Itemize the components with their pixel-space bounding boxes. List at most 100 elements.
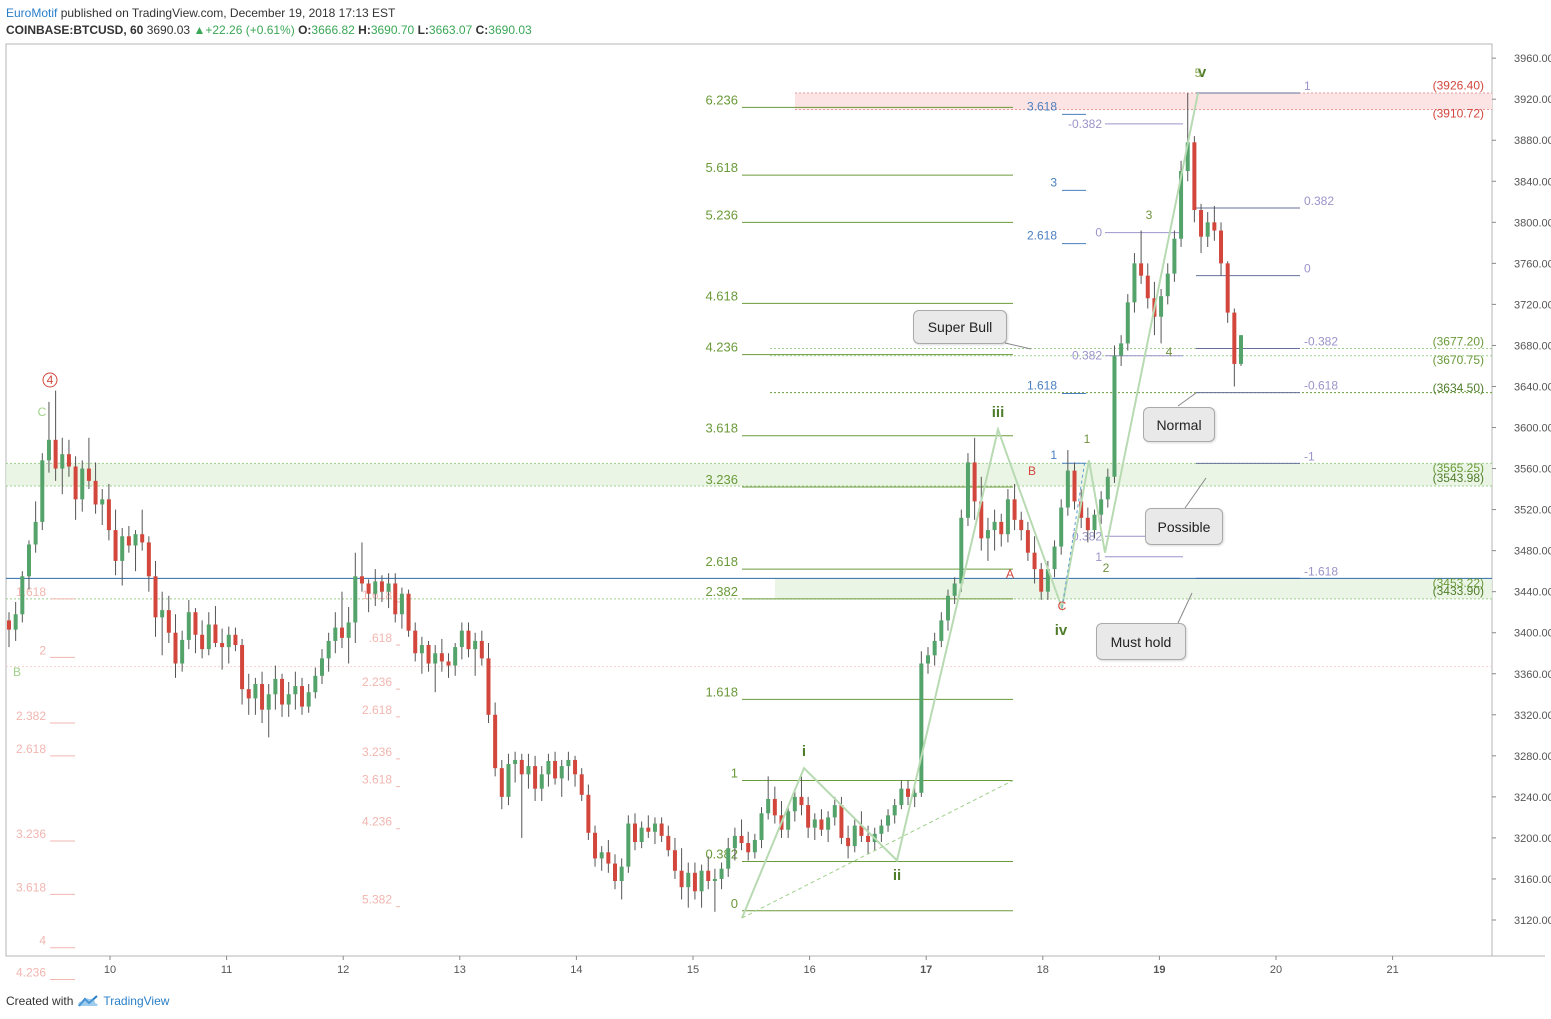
candle-body-162 [1085, 517, 1090, 531]
x-tick-label-3: 13 [454, 964, 466, 976]
candle-body-143 [959, 517, 964, 584]
candle-body-14 [100, 499, 105, 505]
candle-body-83 [559, 766, 564, 779]
wave-label-6: iv [1055, 622, 1068, 639]
y-tick-label-21: 3960.00 [1514, 53, 1551, 65]
blue-dashed-wave [1061, 460, 1086, 609]
pointer-super-bull [1004, 342, 1032, 350]
candle-body-154 [1032, 552, 1037, 570]
fib-pink-mid-label-3: 2.618 [362, 703, 392, 717]
candle-body-138 [926, 655, 931, 664]
candle-body-17 [120, 536, 125, 561]
candle-body-6 [46, 439, 51, 461]
candle-body-178 [1192, 142, 1197, 211]
candle-body-81 [546, 760, 551, 775]
zone-green-lower [775, 578, 1492, 599]
candle-body-185 [1239, 335, 1243, 364]
tradingview-brand[interactable]: TradingView [103, 994, 170, 1008]
candle-body-151 [1012, 499, 1017, 520]
candle-body-78 [526, 766, 531, 775]
fib-pink-left-label-6: 4 [39, 934, 46, 948]
fib-purple-inner-label-4: 1 [1095, 550, 1102, 564]
callout-must-hold: Must hold [1096, 623, 1186, 660]
candle-body-7 [53, 439, 58, 469]
wave-label-4: ii [893, 867, 901, 884]
candle-body-106 [712, 878, 717, 882]
candle-body-141 [945, 595, 950, 621]
candle-body-32 [220, 642, 225, 648]
fib-pink-mid-label-2: 2.236 [362, 675, 392, 689]
candle-body-61 [413, 630, 418, 654]
fib-green-label-3: 4.618 [705, 288, 738, 303]
candle-body-118 [792, 796, 797, 812]
fib-pink-mid-label-1: .618 [369, 631, 393, 645]
candle-body-115 [772, 798, 777, 816]
wave-label-7: v [1198, 64, 1207, 81]
candle-body-65 [439, 653, 444, 662]
fib-pink-mid-label-5: 3.618 [362, 773, 392, 787]
y-tick-label-7: 3400.00 [1514, 628, 1551, 640]
header-line-1: EuroMotif published on TradingView.com, … [6, 6, 395, 20]
candle-body-15 [106, 499, 111, 531]
candle-body-40 [273, 678, 278, 695]
candle-body-58 [393, 583, 398, 615]
candle-body-120 [806, 805, 811, 828]
x-tick-label-11: 21 [1386, 964, 1398, 976]
candle-body-37 [253, 684, 258, 699]
y-tick-label-16: 3760.00 [1514, 258, 1551, 270]
candle-body-135 [906, 788, 911, 797]
candle-body-177 [1185, 142, 1190, 172]
pointer-must-hold [1177, 592, 1193, 624]
candle-body-54 [366, 583, 371, 594]
x-tick-label-10: 20 [1270, 964, 1282, 976]
candle-body-47 [319, 658, 324, 676]
candle-body-45 [306, 692, 311, 707]
candle-body-103 [692, 872, 697, 892]
candle-body-75 [506, 764, 511, 797]
low-value: 3663.07 [428, 23, 473, 37]
candle-body-157 [1052, 546, 1057, 570]
candle-body-19 [133, 534, 138, 546]
price-level-label-2: (3677.20) [1433, 334, 1484, 348]
candle-body-168 [1125, 302, 1130, 344]
candle-body-145 [972, 462, 977, 502]
fib-pink-left-label-1: 2 [39, 643, 46, 657]
candle-body-170 [1139, 263, 1144, 276]
candle-body-183 [1225, 263, 1230, 313]
candle-body-44 [300, 686, 305, 707]
candle-body-28 [193, 612, 198, 635]
price-chart[interactable]: 3120.003160.003200.003240.003280.003320.… [0, 0, 1551, 990]
candle-body-12 [86, 468, 91, 481]
price-level-label-1: (3910.72) [1433, 107, 1484, 121]
candle-body-94 [632, 823, 637, 843]
fib-pink-left-label-2: 2.382 [16, 709, 46, 723]
x-tick-label-8: 18 [1037, 964, 1049, 976]
wave-4-circle [42, 372, 58, 388]
candle-body-52 [353, 576, 358, 623]
candle-body-137 [919, 663, 924, 793]
candle-body-76 [513, 759, 518, 765]
y-tick-label-11: 3560.00 [1514, 464, 1551, 476]
fib-purple-right-label-0: 1 [1304, 79, 1311, 93]
candle-body-49 [333, 627, 338, 641]
candle-body-152 [1019, 519, 1024, 531]
candle-body-18 [126, 536, 131, 546]
candle-body-98 [659, 823, 664, 836]
fib-green-label-2: 5.236 [705, 207, 738, 222]
candle-body-95 [639, 827, 644, 843]
y-tick-label-14: 3680.00 [1514, 340, 1551, 352]
author-link[interactable]: EuroMotif [6, 6, 58, 20]
zone-green-upper [6, 463, 1492, 487]
candle-body-173 [1159, 296, 1164, 317]
symbol-label[interactable]: COINBASE:BTCUSD, 60 [6, 23, 144, 37]
candle-body-167 [1119, 343, 1124, 356]
fib-blue-label-0: 3.618 [1027, 99, 1057, 113]
fib-green-label-1: 5.618 [705, 160, 738, 175]
wave-label-0: 4 [47, 373, 54, 387]
candle-body-46 [313, 675, 318, 693]
candle-body-112 [752, 839, 757, 853]
candle-body-23 [160, 610, 165, 618]
wave-label-2: B [13, 665, 21, 679]
fib-green-label-7: 2.618 [705, 554, 738, 569]
candle-body-56 [379, 581, 384, 592]
